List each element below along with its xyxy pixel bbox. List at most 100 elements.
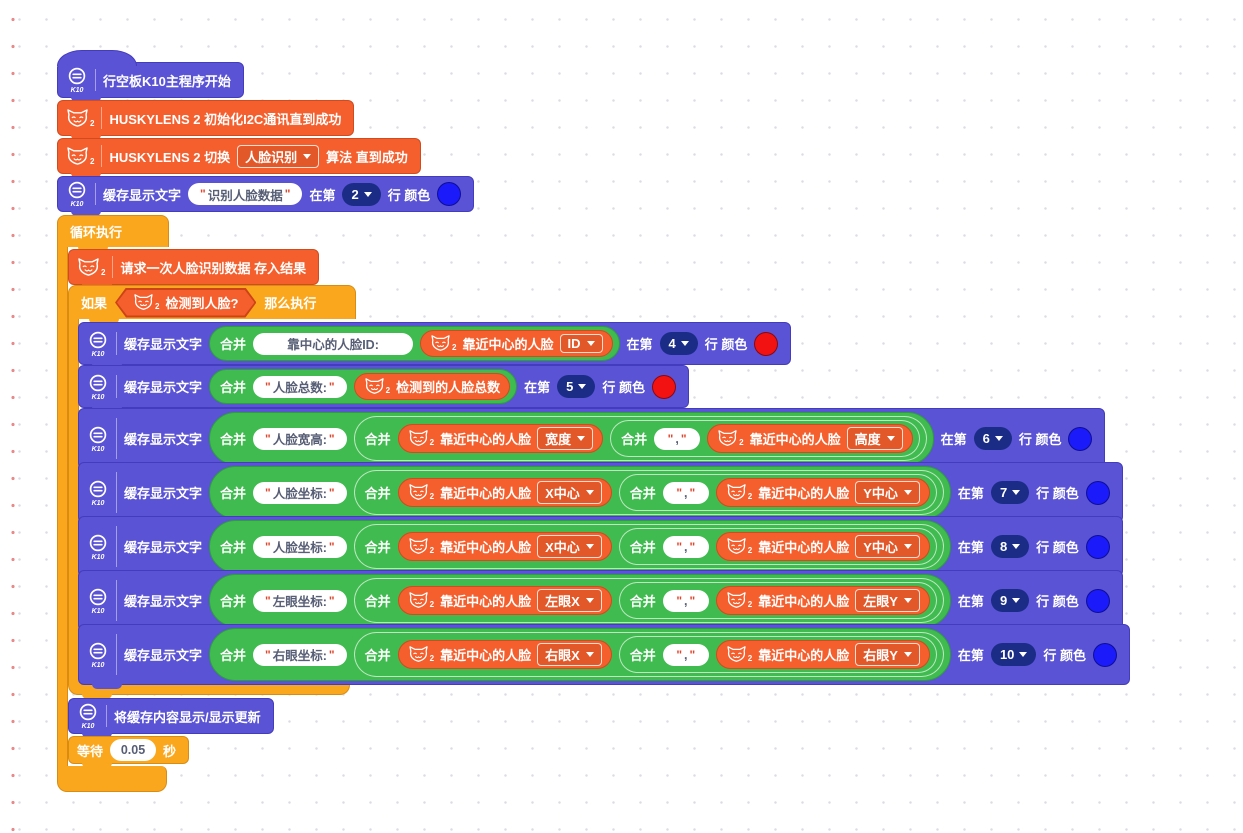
huskylens-reporter[interactable]: 2 靠近中心的人脸 宽度 [397,424,604,453]
join-block[interactable]: 合并 2 靠近中心的人脸 X中心 合并 ", " [353,470,944,515]
k10-icon: K10 [87,480,109,506]
color-swatch[interactable] [1068,426,1093,451]
huskylens-reporter[interactable]: 2 靠近中心的人脸 Y中心 [715,532,930,561]
join-block[interactable]: 合并 " 人脸宽高: " 合并 2 靠近中心的人脸 宽度 合并 [209,412,934,465]
join-block[interactable]: 合并 ", " 2 靠近中心的人脸 Y中心 [618,474,937,511]
huskylens-icon-sub: 2 [90,156,95,166]
huskylens-reporter[interactable]: 2 靠近中心的人脸 Y中心 [715,478,930,507]
cache-display-text-block[interactable]: K10 缓存显示文字 " 识别人脸数据 " 在第 2 行 颜色 [57,176,475,216]
property-dropdown[interactable]: Y中心 [855,481,920,504]
text-input[interactable]: ", " [662,535,709,558]
boolean-condition-slot[interactable]: 2 检测到人脸? [115,288,256,318]
block-label: 行空板K10主程序开始 [103,73,231,89]
text-input[interactable]: " 人脸总数: " [253,375,347,398]
huskylens-icon: 2 [726,484,752,501]
text-input[interactable]: " 人脸宽高: " [253,427,347,450]
join-block[interactable]: 合并 2 靠近中心的人脸 宽度 合并 ", " [353,416,927,461]
if-block-header[interactable]: 如果 2 检测到人脸? 那么执行 [68,285,356,324]
text-input[interactable]: ", " [662,589,709,612]
text-input[interactable]: ", " [654,427,701,450]
join-block[interactable]: 合并 ", " 2 靠近中心的人脸 右眼Y [618,636,937,673]
text-input[interactable]: " 识别人脸数据 " [188,183,303,205]
huskylens-reporter[interactable]: 2 靠近中心的人脸 左眼Y [715,586,930,615]
huskylens-reporter[interactable]: 2 检测到的人脸总数 [353,373,511,400]
huskylens-switch-algorithm-block[interactable]: 2 HUSKYLENS 2 切换 人脸识别 算法 直到成功 [57,138,421,178]
property-dropdown[interactable]: 高度 [846,427,903,450]
join-block[interactable]: 合并 ", " 2 靠近中心的人脸 高度 [610,420,920,457]
huskylens-face-detected-boolean[interactable]: 2 检测到人脸? [117,290,254,316]
property-dropdown[interactable]: ID [559,334,603,353]
huskylens-init-block[interactable]: 2 HUSKYLENS 2 初始化I2C通讯直到成功 [57,100,355,140]
svg-text:K10: K10 [92,500,105,506]
display-text-block-row[interactable]: K10 缓存显示文字 合并 " 人脸总数: " 2 检测到的人脸总数 在第 5 行… [78,365,689,412]
property-dropdown[interactable]: 右眼Y [855,643,920,666]
color-swatch[interactable] [437,182,462,206]
property-dropdown[interactable]: X中心 [537,481,602,504]
wait-seconds-input[interactable]: 0.05 [110,739,157,761]
text-input[interactable]: " 右眼坐标: " [253,643,347,666]
color-swatch[interactable] [1093,642,1118,667]
huskylens-icon-sub: 2 [101,267,106,277]
huskylens-reporter[interactable]: 2 靠近中心的人脸 X中心 [397,478,612,507]
property-dropdown[interactable]: Y中心 [855,535,920,558]
join-block[interactable]: 合并 2 靠近中心的人脸 左眼X 合并 ", " [353,578,944,623]
text-input[interactable]: " 左眼坐标: " [253,589,347,612]
forever-loop-arm[interactable] [57,247,68,766]
display-text-block-row[interactable]: K10 缓存显示文字 合并 " 左眼坐标: " 合并 2 靠近中心的人脸 左眼X [78,570,1123,635]
line-number-dropdown[interactable]: 7 [990,481,1030,504]
join-block[interactable]: 合并 ", " 2 靠近中心的人脸 Y中心 [618,528,937,565]
line-number-dropdown[interactable]: 6 [973,427,1012,450]
join-block[interactable]: 合并 2 靠近中心的人脸 X中心 合并 ", " [353,524,944,569]
display-text-block-row[interactable]: K10 缓存显示文字 合并 " 人脸宽高: " 合并 2 靠近中心的人脸 宽度 [78,408,1106,473]
display-text-block-row[interactable]: K10 缓存显示文字 合并 " 右眼坐标: " 合并 2 靠近中心的人脸 右眼X [78,624,1131,689]
huskylens-request-block[interactable]: 2 请求一次人脸识别数据 存入结果 [68,249,320,289]
join-block[interactable]: 合并 2 靠近中心的人脸 右眼X 合并 ", " [353,632,944,677]
huskylens-reporter[interactable]: 2 靠近中心的人脸 高度 [707,424,913,453]
property-dropdown[interactable]: 宽度 [537,427,594,450]
k10-program-start-block[interactable]: K10 行空板K10主程序开始 [57,50,244,102]
color-swatch[interactable] [754,331,779,356]
huskylens-reporter[interactable]: 2 靠近中心的人脸 ID [420,330,613,357]
text-input-value: , [684,593,688,608]
color-swatch[interactable] [1085,534,1110,559]
huskylens-reporter[interactable]: 2 靠近中心的人脸 右眼X [397,640,612,669]
huskylens-reporter[interactable]: 2 靠近中心的人脸 X中心 [397,532,612,561]
join-block[interactable]: 合并 " 人脸坐标: " 合并 2 靠近中心的人脸 X中心 合并 [209,520,951,573]
wait-block[interactable]: 等待 0.05 秒 [68,736,190,768]
line-number-dropdown[interactable]: 9 [990,589,1030,612]
join-block[interactable]: 合并 " 人脸总数: " 2 检测到的人脸总数 [209,369,518,404]
color-swatch[interactable] [1085,588,1110,613]
color-swatch[interactable] [1085,480,1110,505]
text-input[interactable]: " 人脸坐标: " [253,535,347,558]
property-dropdown[interactable]: 左眼X [537,589,602,612]
line-number-dropdown[interactable]: 4 [659,332,698,355]
line-number-dropdown[interactable]: 10 [990,643,1037,666]
line-number-dropdown[interactable]: 5 [557,375,596,398]
property-dropdown[interactable]: 左眼Y [855,589,920,612]
join-block[interactable]: 合并 " 人脸坐标: " 合并 2 靠近中心的人脸 X中心 合并 [209,466,951,519]
property-dropdown[interactable]: X中心 [537,535,602,558]
text-input[interactable]: 靠中心的人脸ID: [253,332,414,355]
algorithm-dropdown[interactable]: 人脸识别 [237,144,320,168]
display-text-block-row[interactable]: K10 缓存显示文字 合并 " 人脸坐标: " 合并 2 靠近中心的人脸 X中心 [78,462,1123,527]
join-block[interactable]: 合并 " 左眼坐标: " 合并 2 靠近中心的人脸 左眼X 合并 [209,574,951,627]
forever-loop-footer[interactable] [57,766,167,792]
display-update-block[interactable]: K10 将缓存内容显示/显示更新 [68,698,274,738]
text-input[interactable]: ", " [662,481,709,504]
line-number-dropdown[interactable]: 8 [990,535,1030,558]
display-text-block-row[interactable]: K10 缓存显示文字 合并 靠中心的人脸ID: 2 靠近中心的人脸 ID 在第 [78,322,792,369]
puzzle-tab [89,318,119,324]
join-block[interactable]: 合并 ", " 2 靠近中心的人脸 左眼Y [618,582,937,619]
huskylens-reporter[interactable]: 2 靠近中心的人脸 右眼Y [715,640,930,669]
text-input[interactable]: " 人脸坐标: " [253,481,347,504]
huskylens-reporter[interactable]: 2 靠近中心的人脸 左眼X [397,586,612,615]
display-text-block-row[interactable]: K10 缓存显示文字 合并 " 人脸坐标: " 合并 2 靠近中心的人脸 X中心 [78,516,1123,581]
color-swatch[interactable] [651,374,676,399]
forever-loop-header[interactable]: 循环执行 [57,215,169,252]
join-block[interactable]: 合并 靠中心的人脸ID: 2 靠近中心的人脸 ID [209,326,620,361]
line-number-dropdown[interactable]: 2 [342,182,381,206]
text-input[interactable]: ", " [662,643,709,666]
property-dropdown[interactable]: 右眼X [537,643,602,666]
join-block[interactable]: 合并 " 右眼坐标: " 合并 2 靠近中心的人脸 右眼X 合并 [209,628,951,681]
